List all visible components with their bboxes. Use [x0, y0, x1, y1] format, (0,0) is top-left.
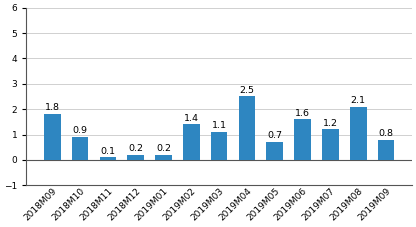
Bar: [127, 155, 144, 160]
Text: 1.8: 1.8: [45, 104, 60, 112]
Text: 1.4: 1.4: [184, 114, 199, 123]
Text: 1.2: 1.2: [323, 119, 338, 128]
Text: 0.7: 0.7: [267, 131, 282, 140]
Text: 1.1: 1.1: [212, 121, 227, 130]
Text: 0.2: 0.2: [128, 144, 143, 153]
Text: 0.9: 0.9: [73, 126, 88, 135]
Bar: [183, 124, 200, 160]
Bar: [350, 107, 366, 160]
Bar: [99, 157, 116, 160]
Text: 2.1: 2.1: [351, 96, 366, 105]
Text: 0.8: 0.8: [379, 129, 394, 138]
Bar: [72, 137, 89, 160]
Bar: [44, 114, 61, 160]
Text: 1.6: 1.6: [295, 109, 310, 118]
Bar: [155, 155, 172, 160]
Text: 0.1: 0.1: [100, 147, 115, 155]
Bar: [239, 96, 255, 160]
Text: 2.5: 2.5: [240, 86, 255, 95]
Bar: [322, 129, 339, 160]
Text: 0.2: 0.2: [156, 144, 171, 153]
Bar: [211, 132, 228, 160]
Bar: [378, 140, 394, 160]
Bar: [266, 142, 283, 160]
Bar: [294, 119, 311, 160]
